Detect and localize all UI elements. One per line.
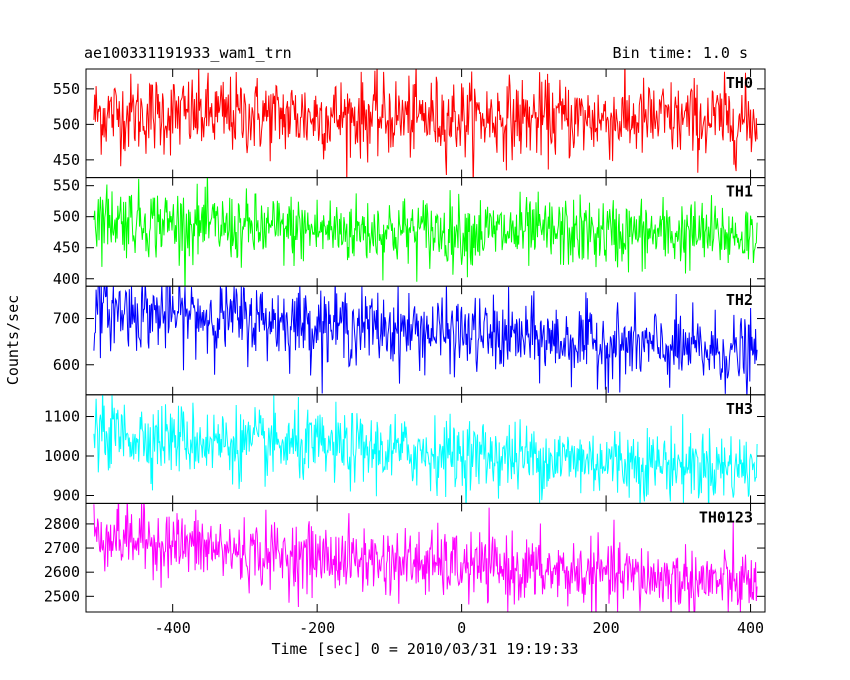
x-axis-label: Time [sec] 0 = 2010/03/31 19:19:33 <box>271 640 579 658</box>
y-axis-label: Counts/sec <box>4 294 22 386</box>
y-tick-label: 500 <box>53 208 80 226</box>
series-line-th0 <box>93 69 758 178</box>
y-tick-label: 2700 <box>44 539 80 557</box>
y-tick-label: 1100 <box>44 408 80 426</box>
series-line-th3 <box>93 394 758 504</box>
y-tick-label: 1000 <box>44 447 80 465</box>
panel-label-th3: TH3 <box>726 400 753 418</box>
y-tick-label: 450 <box>53 239 80 257</box>
y-tick-label: 550 <box>53 177 80 195</box>
x-tick-label: 0 <box>457 619 466 637</box>
x-tick-label: -400 <box>155 619 191 637</box>
y-tick-label: 600 <box>53 356 80 374</box>
x-tick-label: 200 <box>593 619 620 637</box>
panel-label-th0: TH0 <box>726 74 753 92</box>
x-tick-label: 400 <box>737 619 764 637</box>
y-tick-label: 550 <box>53 80 80 98</box>
y-tick-label: 500 <box>53 115 80 133</box>
y-tick-label: 2500 <box>44 587 80 605</box>
panel-label-th2: TH2 <box>726 291 753 309</box>
series-line-th2 <box>93 286 758 395</box>
panel-label-th1: TH1 <box>726 183 753 201</box>
y-tick-label: 900 <box>53 487 80 505</box>
series-line-th0123 <box>93 503 758 612</box>
bin-time-label: Bin time: 1.0 s <box>612 44 748 62</box>
plot-title: ae100331191933_wam1_trn <box>84 44 292 62</box>
panel-label-th0123: TH0123 <box>699 508 753 526</box>
y-tick-label: 400 <box>53 270 80 288</box>
y-tick-label: 450 <box>53 151 80 169</box>
y-tick-label: 2800 <box>44 515 80 533</box>
y-tick-label: 2600 <box>44 563 80 581</box>
series-line-th1 <box>93 177 758 287</box>
x-tick-label: -200 <box>299 619 335 637</box>
y-tick-label: 700 <box>53 310 80 328</box>
panel-frame-th0123 <box>85 502 766 613</box>
